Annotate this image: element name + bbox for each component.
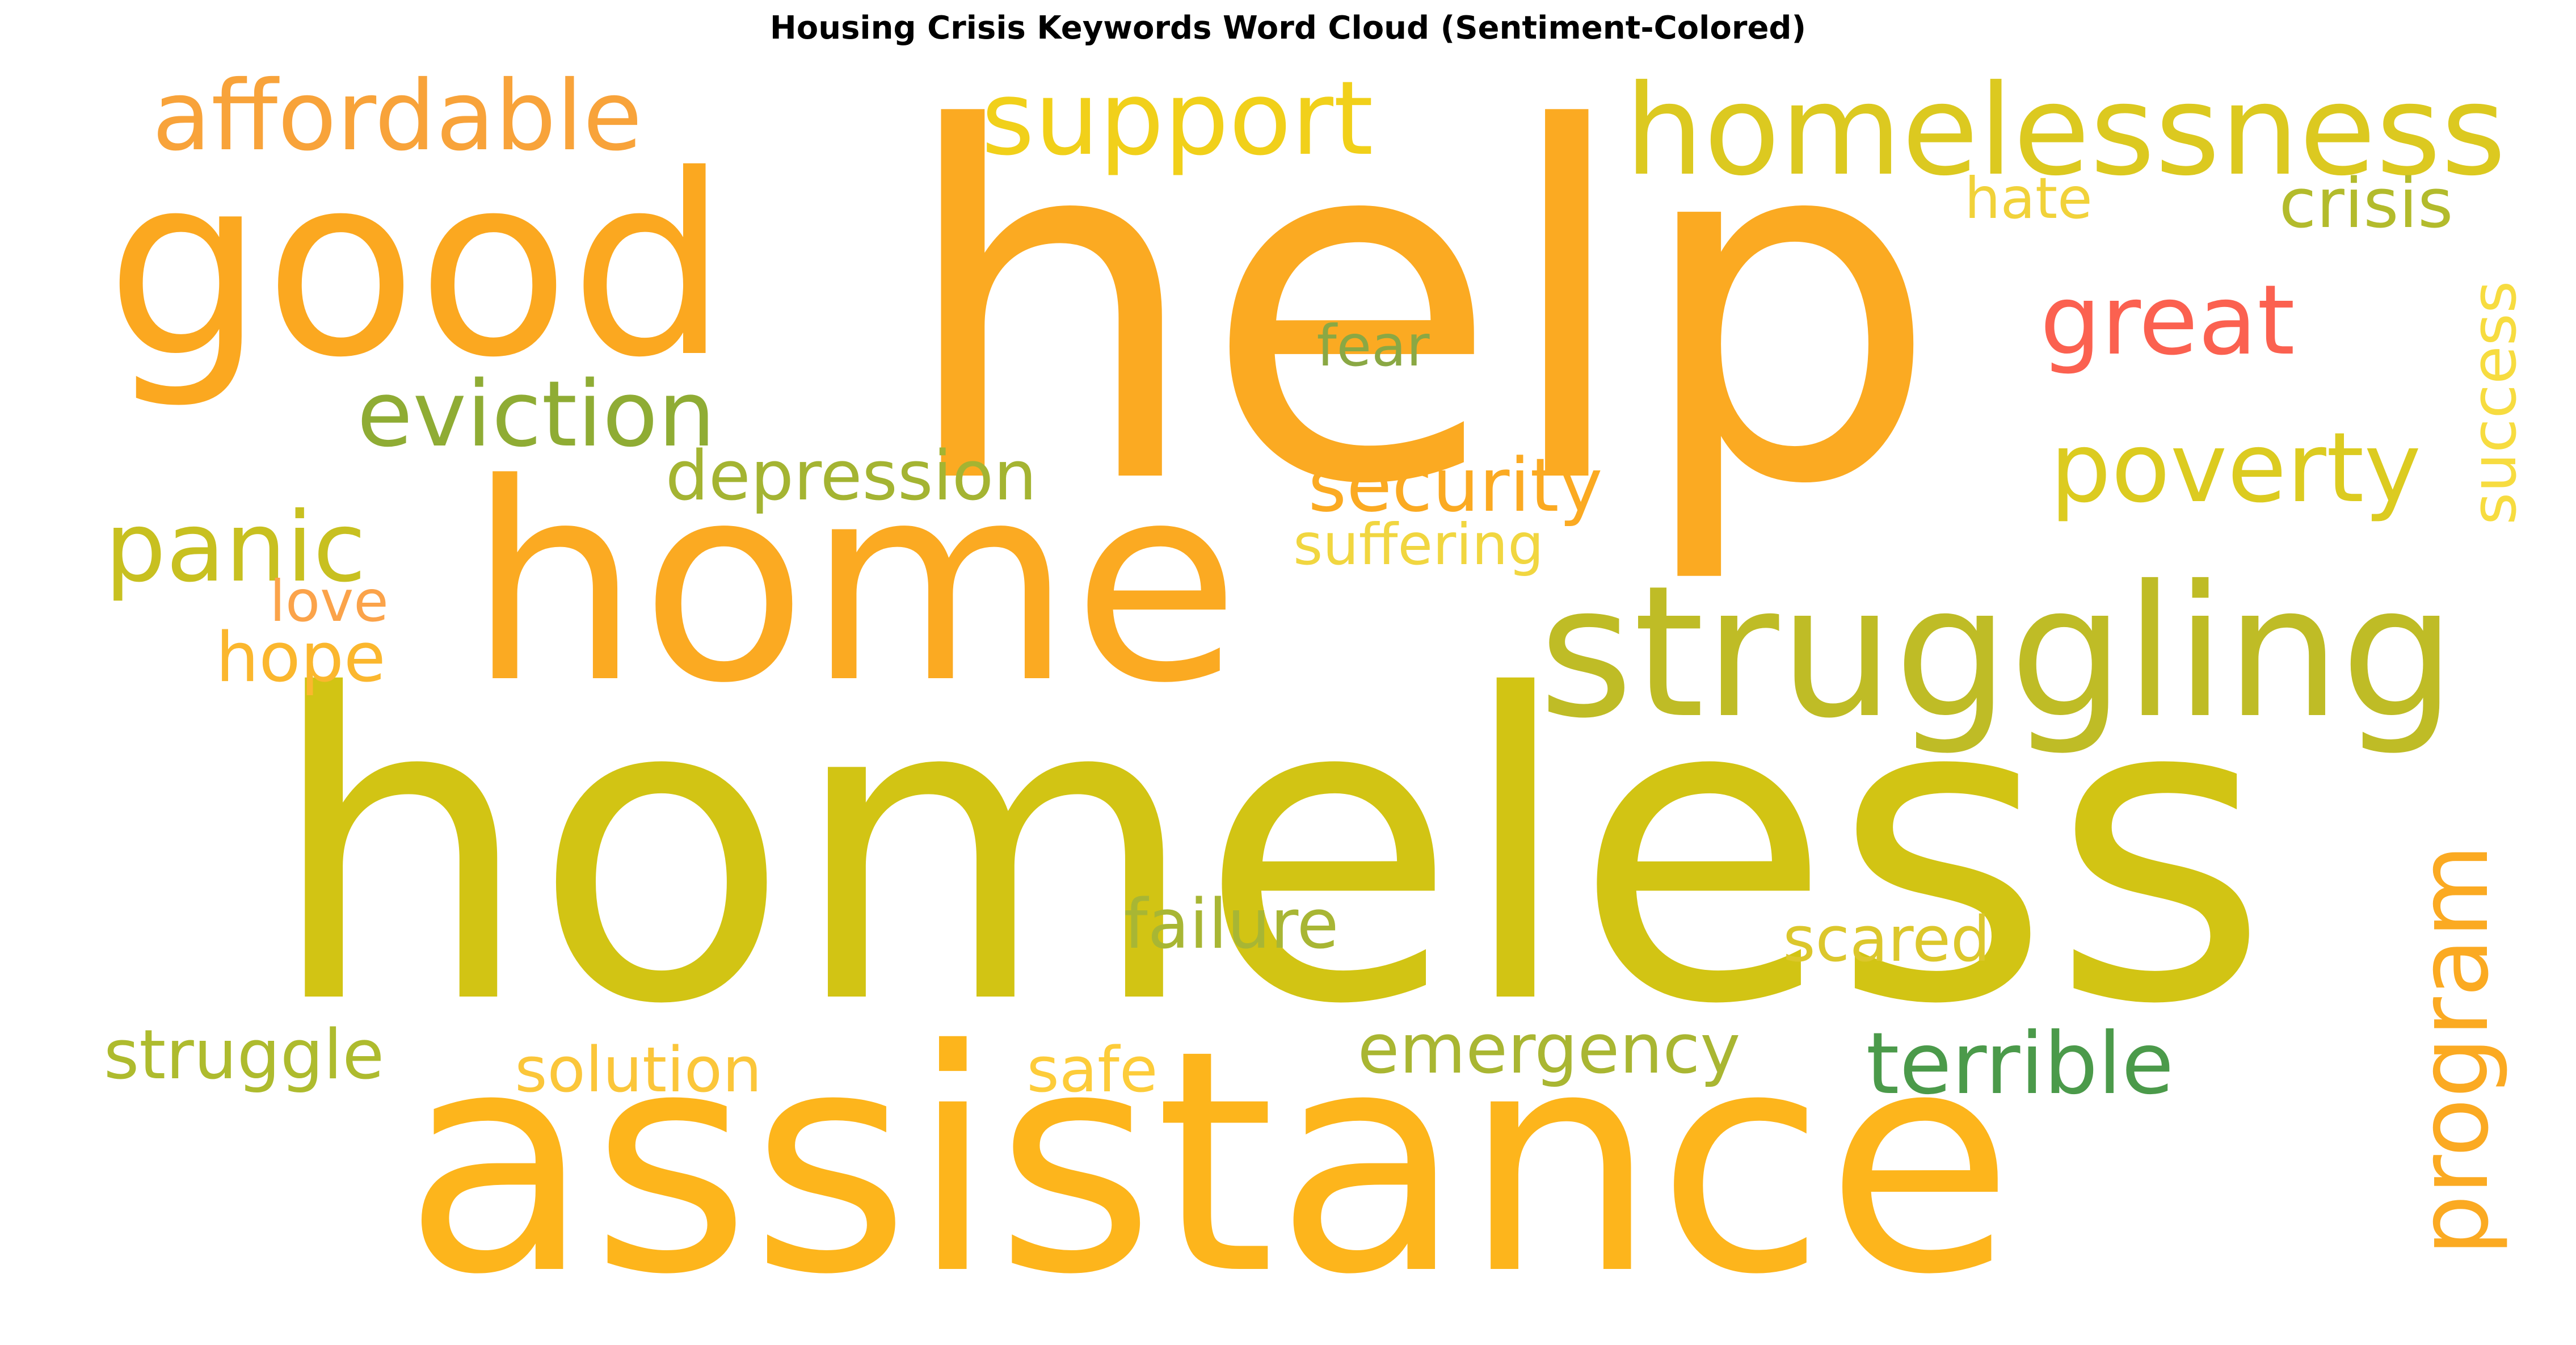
word-hope: hope (216, 619, 386, 697)
word-assistance: assistance (403, 985, 2014, 1326)
word-support: support (981, 60, 1374, 178)
word-solution: solution (515, 1033, 762, 1106)
word-fear: fear (1316, 313, 1430, 379)
word-terrible: terrible (1866, 1015, 2174, 1113)
word-program: program (2398, 844, 2510, 1256)
word-success: success (2457, 280, 2530, 526)
word-homeless: homeless (267, 607, 2270, 1096)
word-good: good (106, 121, 729, 412)
word-depression: depression (665, 437, 1037, 516)
word-crisis: crisis (2279, 165, 2453, 243)
word-failure: failure (1123, 885, 1339, 964)
word-scared: scared (1783, 903, 1990, 976)
word-poverty: poverty (2049, 412, 2422, 524)
word-emergency: emergency (1357, 1010, 1741, 1089)
word-cloud: homeless help assistance home good strug… (23, 54, 2553, 1326)
chart-title: Housing Crisis Keywords Word Cloud (Sent… (769, 10, 1807, 47)
word-struggle: struggle (103, 1016, 385, 1095)
word-love: love (270, 568, 389, 634)
word-affordable: affordable (151, 60, 643, 173)
word-hate: hate (1964, 165, 2093, 232)
word-struggling: struggling (1538, 547, 2456, 758)
word-security: security (1308, 442, 1603, 528)
word-safe: safe (1026, 1033, 1158, 1106)
word-homelessness: homelessness (1624, 58, 2506, 203)
word-panic: panic (104, 491, 367, 604)
word-great: great (2040, 264, 2295, 377)
word-eviction: eviction (356, 361, 716, 467)
word-suffering: suffering (1293, 511, 1544, 578)
word-home: home (468, 426, 1240, 743)
word-help: help (897, 54, 1940, 590)
